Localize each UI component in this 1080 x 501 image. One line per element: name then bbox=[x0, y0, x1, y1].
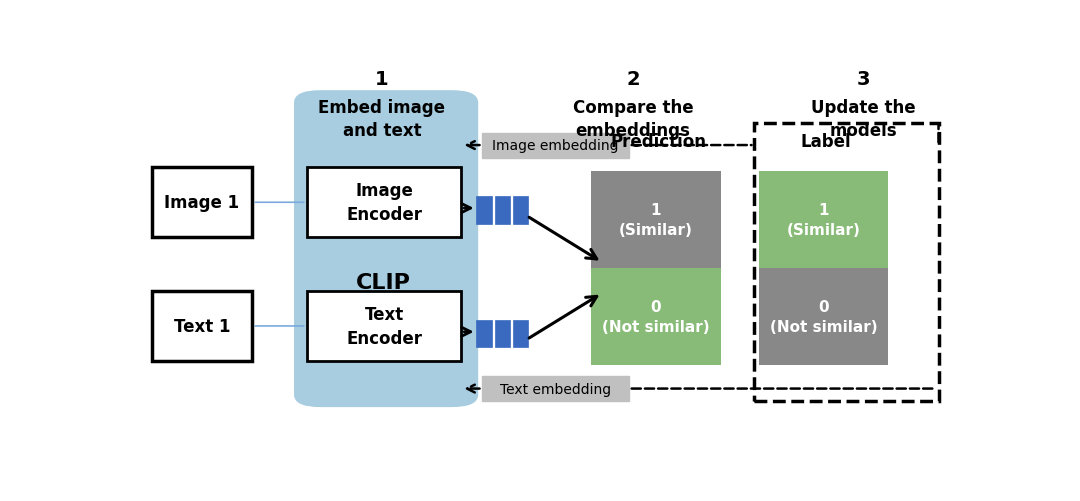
Bar bbox=[591, 172, 721, 269]
Text: Embed image
and text: Embed image and text bbox=[319, 99, 445, 140]
FancyBboxPatch shape bbox=[294, 91, 478, 407]
Text: 1
(Similar): 1 (Similar) bbox=[786, 203, 861, 237]
Text: Image
Encoder: Image Encoder bbox=[346, 182, 422, 223]
Bar bbox=[513, 321, 528, 348]
Bar bbox=[151, 168, 253, 237]
Text: Label: Label bbox=[800, 133, 851, 151]
Text: 0
(Not similar): 0 (Not similar) bbox=[770, 299, 877, 334]
Bar bbox=[483, 376, 629, 401]
Text: Text 1: Text 1 bbox=[174, 317, 230, 335]
Text: Image embedding: Image embedding bbox=[492, 139, 619, 153]
Bar bbox=[758, 269, 888, 365]
Text: 3: 3 bbox=[856, 70, 870, 89]
Bar bbox=[483, 133, 629, 158]
Bar bbox=[495, 197, 510, 224]
Bar bbox=[307, 168, 461, 237]
Text: Compare the
embeddings: Compare the embeddings bbox=[572, 99, 693, 140]
Text: 0
(Not similar): 0 (Not similar) bbox=[603, 299, 710, 334]
Text: Text embedding: Text embedding bbox=[500, 382, 611, 396]
Text: Text
Encoder: Text Encoder bbox=[346, 306, 422, 347]
Bar bbox=[591, 269, 721, 365]
Text: Update the
models: Update the models bbox=[811, 99, 916, 140]
Bar bbox=[476, 321, 491, 348]
Text: CLIP: CLIP bbox=[356, 272, 411, 292]
Text: 2: 2 bbox=[626, 70, 639, 89]
Bar bbox=[151, 292, 253, 361]
Bar bbox=[513, 197, 528, 224]
Bar bbox=[307, 292, 461, 361]
Bar bbox=[476, 197, 491, 224]
Text: 1: 1 bbox=[375, 70, 389, 89]
Text: Prediction: Prediction bbox=[610, 133, 706, 151]
Bar bbox=[758, 172, 888, 269]
Bar bbox=[495, 321, 510, 348]
Text: Image 1: Image 1 bbox=[164, 194, 240, 212]
Text: 1
(Similar): 1 (Similar) bbox=[619, 203, 693, 237]
Bar bbox=[754, 124, 939, 401]
